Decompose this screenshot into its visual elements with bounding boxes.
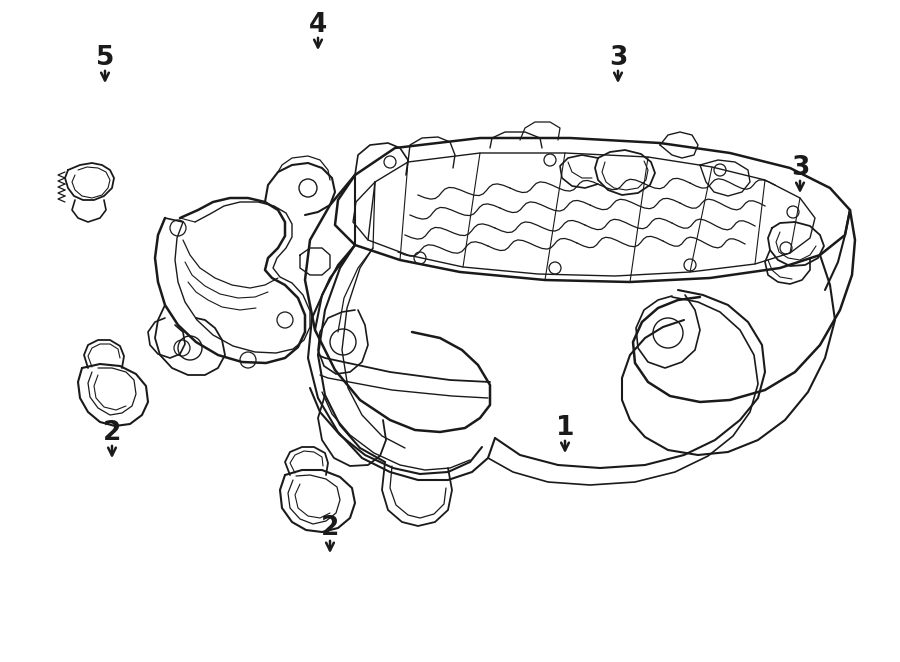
Text: 2: 2 [103,420,122,446]
Text: 5: 5 [95,45,114,71]
Text: 3: 3 [608,45,627,71]
Text: 3: 3 [791,155,809,181]
Text: 2: 2 [320,515,339,541]
Text: 4: 4 [309,12,327,38]
Text: 1: 1 [556,415,574,441]
